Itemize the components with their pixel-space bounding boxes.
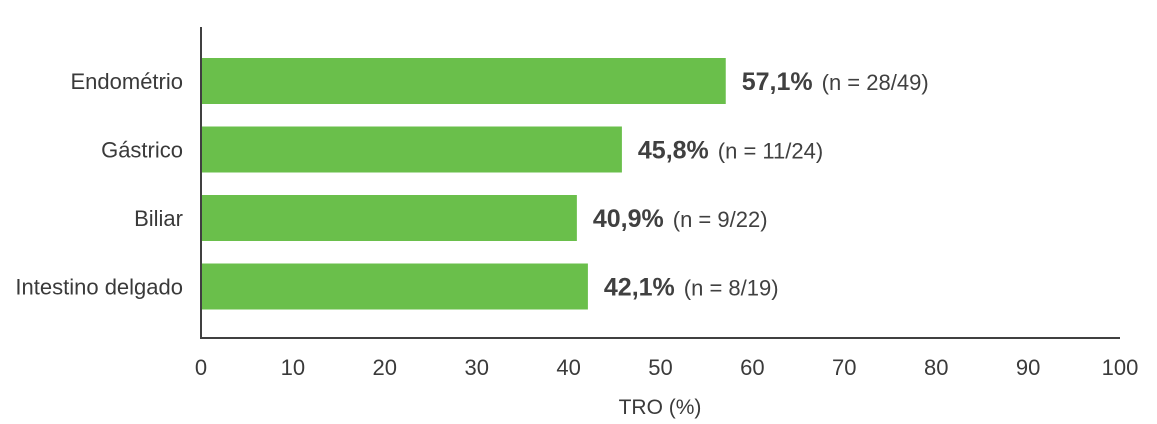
bar-3	[201, 263, 588, 310]
category-label: Gástrico	[101, 138, 183, 163]
x-tick-label: 50	[648, 355, 672, 380]
category-label: Intestino delgado	[15, 275, 183, 300]
x-tick-label: 90	[1016, 355, 1040, 380]
bar-0	[201, 58, 726, 104]
value-percent: 57,1%	[742, 68, 813, 96]
value-n-count: (n = 9/22)	[673, 207, 768, 232]
value-label: 45,8% (n = 11/24)	[638, 137, 823, 165]
bars-group	[201, 58, 726, 310]
x-tick-label: 80	[924, 355, 948, 380]
x-tick-label: 100	[1102, 355, 1139, 380]
value-labels-group: 57,1% (n = 28/49) 45,8% (n = 11/24) 40,9% (n …	[593, 68, 929, 302]
x-tick-labels-group: 0 10 20 30 40 50 60 70 80 90 100	[195, 355, 1138, 380]
value-n-count: (n = 11/24)	[718, 139, 823, 164]
value-label: 57,1% (n = 28/49)	[742, 68, 929, 96]
category-labels-group: Endométrio Gástrico Biliar Intestino delgad…	[15, 69, 183, 300]
category-label: Biliar	[134, 206, 183, 231]
bar-1	[201, 126, 622, 173]
value-n-count: (n = 28/49)	[822, 70, 929, 95]
x-tick-label: 60	[740, 355, 764, 380]
x-tick-label: 70	[832, 355, 856, 380]
bar-2	[201, 195, 577, 241]
value-percent: 45,8%	[638, 137, 709, 165]
x-tick-label: 20	[373, 355, 397, 380]
x-tick-label: 40	[556, 355, 580, 380]
x-tick-label: 0	[195, 355, 207, 380]
x-axis-title: TRO (%)	[619, 396, 702, 419]
value-n-count: (n = 8/19)	[684, 276, 779, 301]
category-label: Endométrio	[70, 69, 183, 94]
value-percent: 40,9%	[593, 205, 664, 233]
value-label: 40,9% (n = 9/22)	[593, 205, 768, 233]
x-tick-label: 10	[281, 355, 305, 380]
x-tick-label: 30	[464, 355, 488, 380]
value-percent: 42,1%	[604, 274, 675, 302]
value-label: 42,1% (n = 8/19)	[604, 274, 779, 302]
